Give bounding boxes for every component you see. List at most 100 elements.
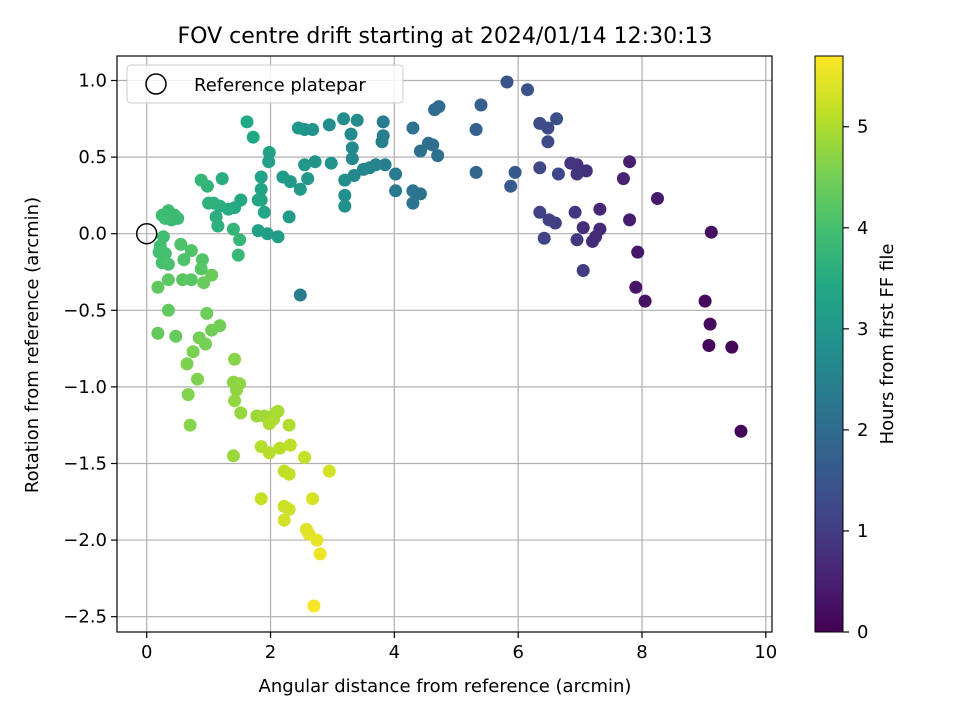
data-point	[469, 123, 483, 136]
data-point	[338, 173, 352, 187]
data-point	[254, 170, 268, 184]
data-point	[306, 492, 320, 506]
y-tick-label: 0.0	[78, 224, 107, 245]
data-point	[406, 196, 420, 210]
data-point	[568, 205, 582, 219]
data-point	[338, 188, 352, 202]
data-point	[551, 167, 565, 181]
data-point	[298, 450, 312, 464]
data-points	[151, 75, 748, 613]
legend: Reference platepar	[126, 64, 404, 104]
x-tick-label: 8	[636, 642, 647, 663]
data-point	[338, 199, 352, 213]
data-point	[282, 467, 296, 481]
data-point	[271, 230, 285, 244]
x-tick-label: 6	[512, 642, 523, 663]
colorbar-tick-label: 3	[857, 319, 868, 340]
colorbar-tick-label: 2	[857, 420, 868, 441]
data-point	[698, 294, 712, 308]
colorbar-ticks: 0 1 2 3 4 5	[843, 117, 868, 643]
data-point	[704, 225, 718, 239]
data-point	[174, 237, 188, 251]
data-point	[233, 233, 247, 247]
chart-title: FOV centre drift starting at 2024/01/14 …	[178, 24, 713, 49]
data-point	[651, 192, 664, 205]
data-point	[564, 156, 578, 170]
colorbar-label: Hours from first FF file	[877, 244, 898, 445]
data-point	[725, 340, 739, 354]
data-point	[246, 130, 260, 144]
data-point	[623, 155, 637, 169]
y-tick-label: −1.0	[63, 377, 107, 398]
data-point	[291, 121, 305, 135]
data-point	[200, 306, 214, 320]
y-tick-label: 0.5	[78, 147, 107, 168]
data-point	[541, 135, 555, 149]
data-point	[161, 257, 175, 271]
data-point	[521, 83, 534, 97]
data-point	[277, 513, 291, 527]
data-point	[184, 244, 198, 258]
data-point	[183, 418, 197, 432]
data-point	[282, 210, 296, 224]
data-point	[161, 303, 175, 317]
y-tick-label: 1.0	[78, 71, 107, 92]
legend-marker-open-circle	[145, 73, 167, 95]
data-point	[500, 75, 514, 89]
data-point	[389, 184, 403, 198]
colorbar-tick-label: 5	[857, 117, 868, 138]
data-point	[240, 115, 254, 129]
data-point	[310, 533, 324, 547]
data-point	[213, 319, 227, 333]
data-point	[177, 253, 191, 267]
data-point	[155, 208, 169, 222]
data-point	[230, 383, 243, 397]
data-point	[176, 273, 190, 287]
data-point	[623, 213, 637, 227]
x-axis-ticks: 0 2 4 6 8 10	[141, 632, 777, 663]
colorbar-tick-label: 1	[857, 521, 868, 542]
reference-point	[135, 222, 158, 245]
colorbar-tick-label: 0	[857, 622, 868, 643]
data-point	[378, 158, 392, 172]
data-point	[254, 492, 268, 506]
data-point	[282, 502, 296, 516]
data-point	[251, 193, 265, 207]
y-tick-label: −1.5	[63, 453, 107, 474]
data-point	[283, 438, 297, 452]
data-point	[324, 156, 338, 170]
data-point	[202, 196, 216, 210]
data-point	[301, 172, 315, 186]
legend-label: Reference platepar	[194, 75, 366, 96]
data-point	[508, 165, 522, 179]
data-point	[350, 113, 364, 127]
colorbar-tick-label: 4	[857, 218, 868, 239]
data-point	[616, 172, 630, 186]
data-point	[205, 268, 219, 282]
data-point	[322, 118, 336, 132]
data-point	[542, 213, 556, 227]
data-point	[537, 231, 551, 245]
data-point	[257, 205, 271, 219]
data-point	[191, 372, 204, 386]
data-point	[251, 224, 265, 238]
y-axis-ticks: −2.5 −2.0 −1.5 −1.0 −0.5 0.0 0.5 1.0	[63, 71, 117, 628]
data-point	[228, 394, 242, 408]
data-point	[322, 464, 336, 478]
data-point	[576, 264, 590, 277]
data-point	[262, 446, 276, 460]
data-point	[151, 280, 165, 294]
colorbar	[814, 55, 844, 633]
data-point	[345, 141, 359, 155]
data-point	[276, 170, 290, 184]
data-point	[345, 152, 359, 166]
x-tick-label: 0	[141, 642, 152, 663]
data-point	[586, 234, 599, 248]
data-point	[356, 162, 370, 176]
data-point	[234, 406, 248, 420]
data-point	[226, 222, 240, 236]
data-point	[533, 116, 547, 130]
data-point	[313, 547, 327, 561]
data-point	[262, 155, 276, 169]
